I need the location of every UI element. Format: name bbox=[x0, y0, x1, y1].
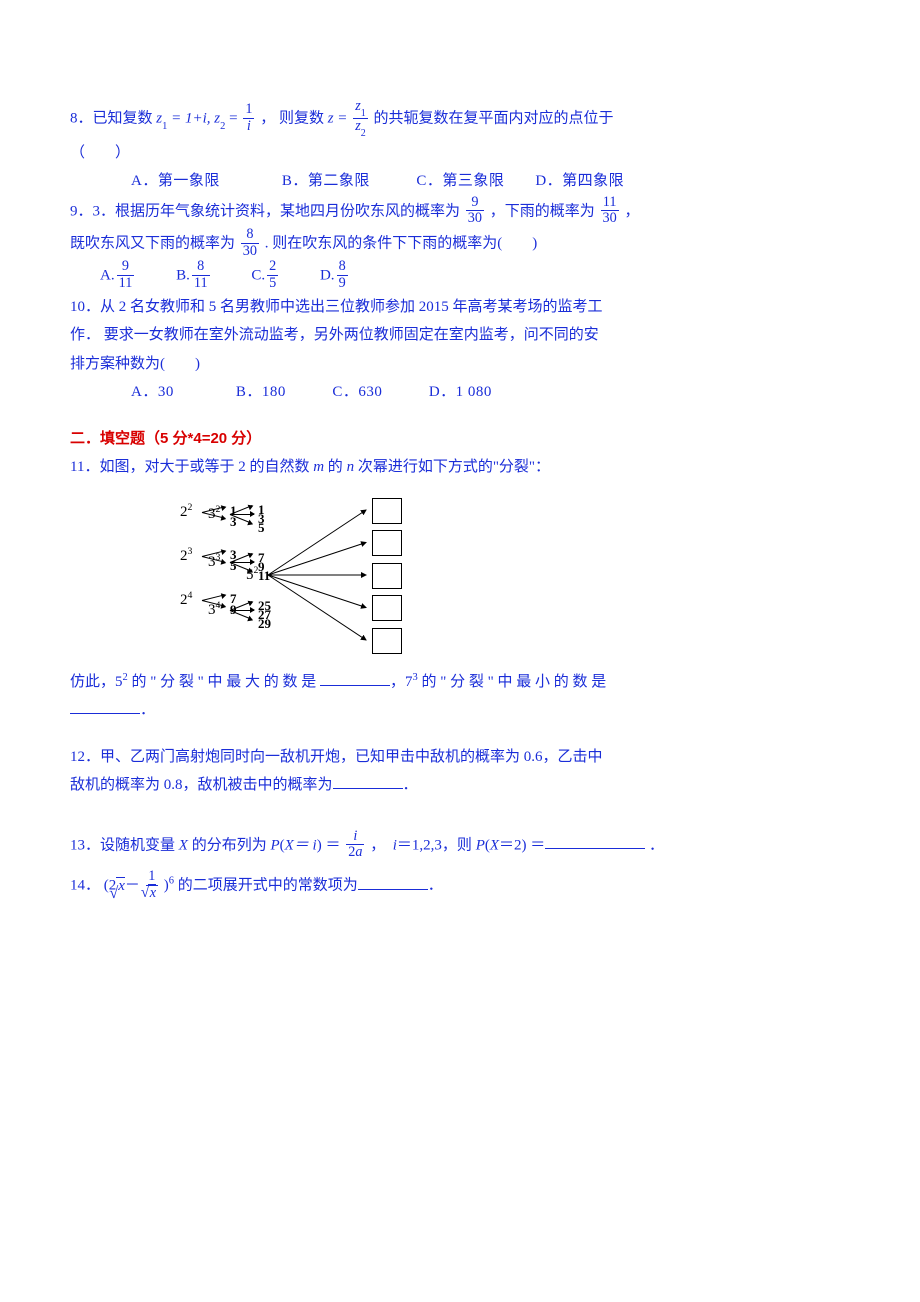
q9-stem-a: 9．3．根据历年气象统计资料，某地四月份吹东风的概率为 bbox=[70, 203, 460, 219]
q12-line1: 12．甲、乙两门高射炮同时向一敌机开炮，已知甲击中敌机的概率为 0.6，乙击中 bbox=[70, 743, 850, 772]
frac-1-over-i: 1i bbox=[243, 102, 254, 134]
q9-stem-d: 既吹东风又下雨的概率为 bbox=[70, 236, 235, 252]
split-diagram: 221323352479 3213533791134252729 52 bbox=[180, 490, 850, 660]
sub-2: 2 bbox=[220, 121, 225, 132]
q9-stem-c: ， bbox=[625, 203, 640, 219]
q10-line1: 10．从 2 名女教师和 5 名男教师中选出三位教师参加 2015 年高考某考场… bbox=[70, 293, 850, 322]
z1-eq: = 1+i, z bbox=[167, 111, 220, 127]
q9-options: A.911 B.811 C.25 D.89 bbox=[70, 260, 850, 292]
sqrt-x: √x bbox=[116, 877, 125, 894]
frac-z1-z2: z1 z2 bbox=[353, 99, 368, 138]
question-9: 9．3．根据历年气象统计资料，某地四月份吹东风的概率为 930 ，下雨的概率为 … bbox=[70, 196, 850, 228]
frac-8-30: 830 bbox=[241, 227, 259, 259]
q14: 14． (2√x－ 1 √x )6 的二项展开式中的常数项为． bbox=[70, 870, 850, 902]
z-eq: z = bbox=[328, 111, 351, 127]
q9-line2: 既吹东风又下雨的概率为 830 . 则在吹东风的条件下下雨的概率为( ) bbox=[70, 228, 850, 260]
question-8: 8．已知复数 z1 = 1+i, z2 = 1i ， 则复数 z = z1 z2… bbox=[70, 100, 850, 139]
q8-stem-a: 8．已知复数 bbox=[70, 111, 156, 127]
section-2-heading: 二．填空题（5 分*4=20 分） bbox=[70, 425, 850, 454]
sub-1: 1 bbox=[162, 121, 167, 132]
q8-paren: （ ） bbox=[70, 139, 850, 168]
q12-line2: 敌机的概率为 0.8，敌机被击中的概率为． bbox=[70, 771, 850, 800]
q10-options: A．30 B．180 C．630 D．1 080 bbox=[70, 378, 850, 407]
big-split-5-2: 52 bbox=[246, 490, 446, 660]
z2-eq: = bbox=[225, 111, 241, 127]
q9-stem-b: ，下雨的概率为 bbox=[490, 203, 595, 219]
q8-stem-b-text: ， 则复数 bbox=[260, 111, 328, 127]
frac-1-sqrtx: 1 √x bbox=[146, 869, 158, 901]
blank-5 bbox=[358, 874, 428, 890]
q9-stem-e: . 则在吹东风的条件下下雨的概率为( ) bbox=[265, 236, 538, 252]
blank-3 bbox=[333, 773, 403, 789]
frac-i-2a: i 2a bbox=[346, 829, 364, 861]
blank-1 bbox=[320, 670, 390, 686]
q11-tail: 仿此，52 的 " 分 裂 " 中 最 大 的 数 是 ，73 的 " 分 裂 … bbox=[70, 668, 850, 697]
q10-line3: 排方案种数为( ) bbox=[70, 350, 850, 379]
q13: 13．设随机变量 X 的分布列为 P(X＝ i) ＝ i 2a ， i＝1,2,… bbox=[70, 830, 850, 862]
q11-stem: 11．如图，对大于或等于 2 的自然数 m 的 n 次幂进行如下方式的"分裂"： bbox=[70, 453, 850, 482]
q10-line2: 作． 要求一女教师在室外流动监考，另外两位教师固定在室内监考，问不同的安 bbox=[70, 321, 850, 350]
q8-stem-c-text: 的共轭复数在复平面内对应的点位于 bbox=[373, 111, 613, 127]
blank-2 bbox=[70, 698, 140, 714]
frac-9-30: 930 bbox=[466, 195, 484, 227]
q8-options: A．第一象限 B．第二象限 C．第三象限 D．第四象限 bbox=[70, 167, 850, 196]
blank-4 bbox=[545, 833, 645, 849]
frac-11-30: 1130 bbox=[601, 195, 619, 227]
